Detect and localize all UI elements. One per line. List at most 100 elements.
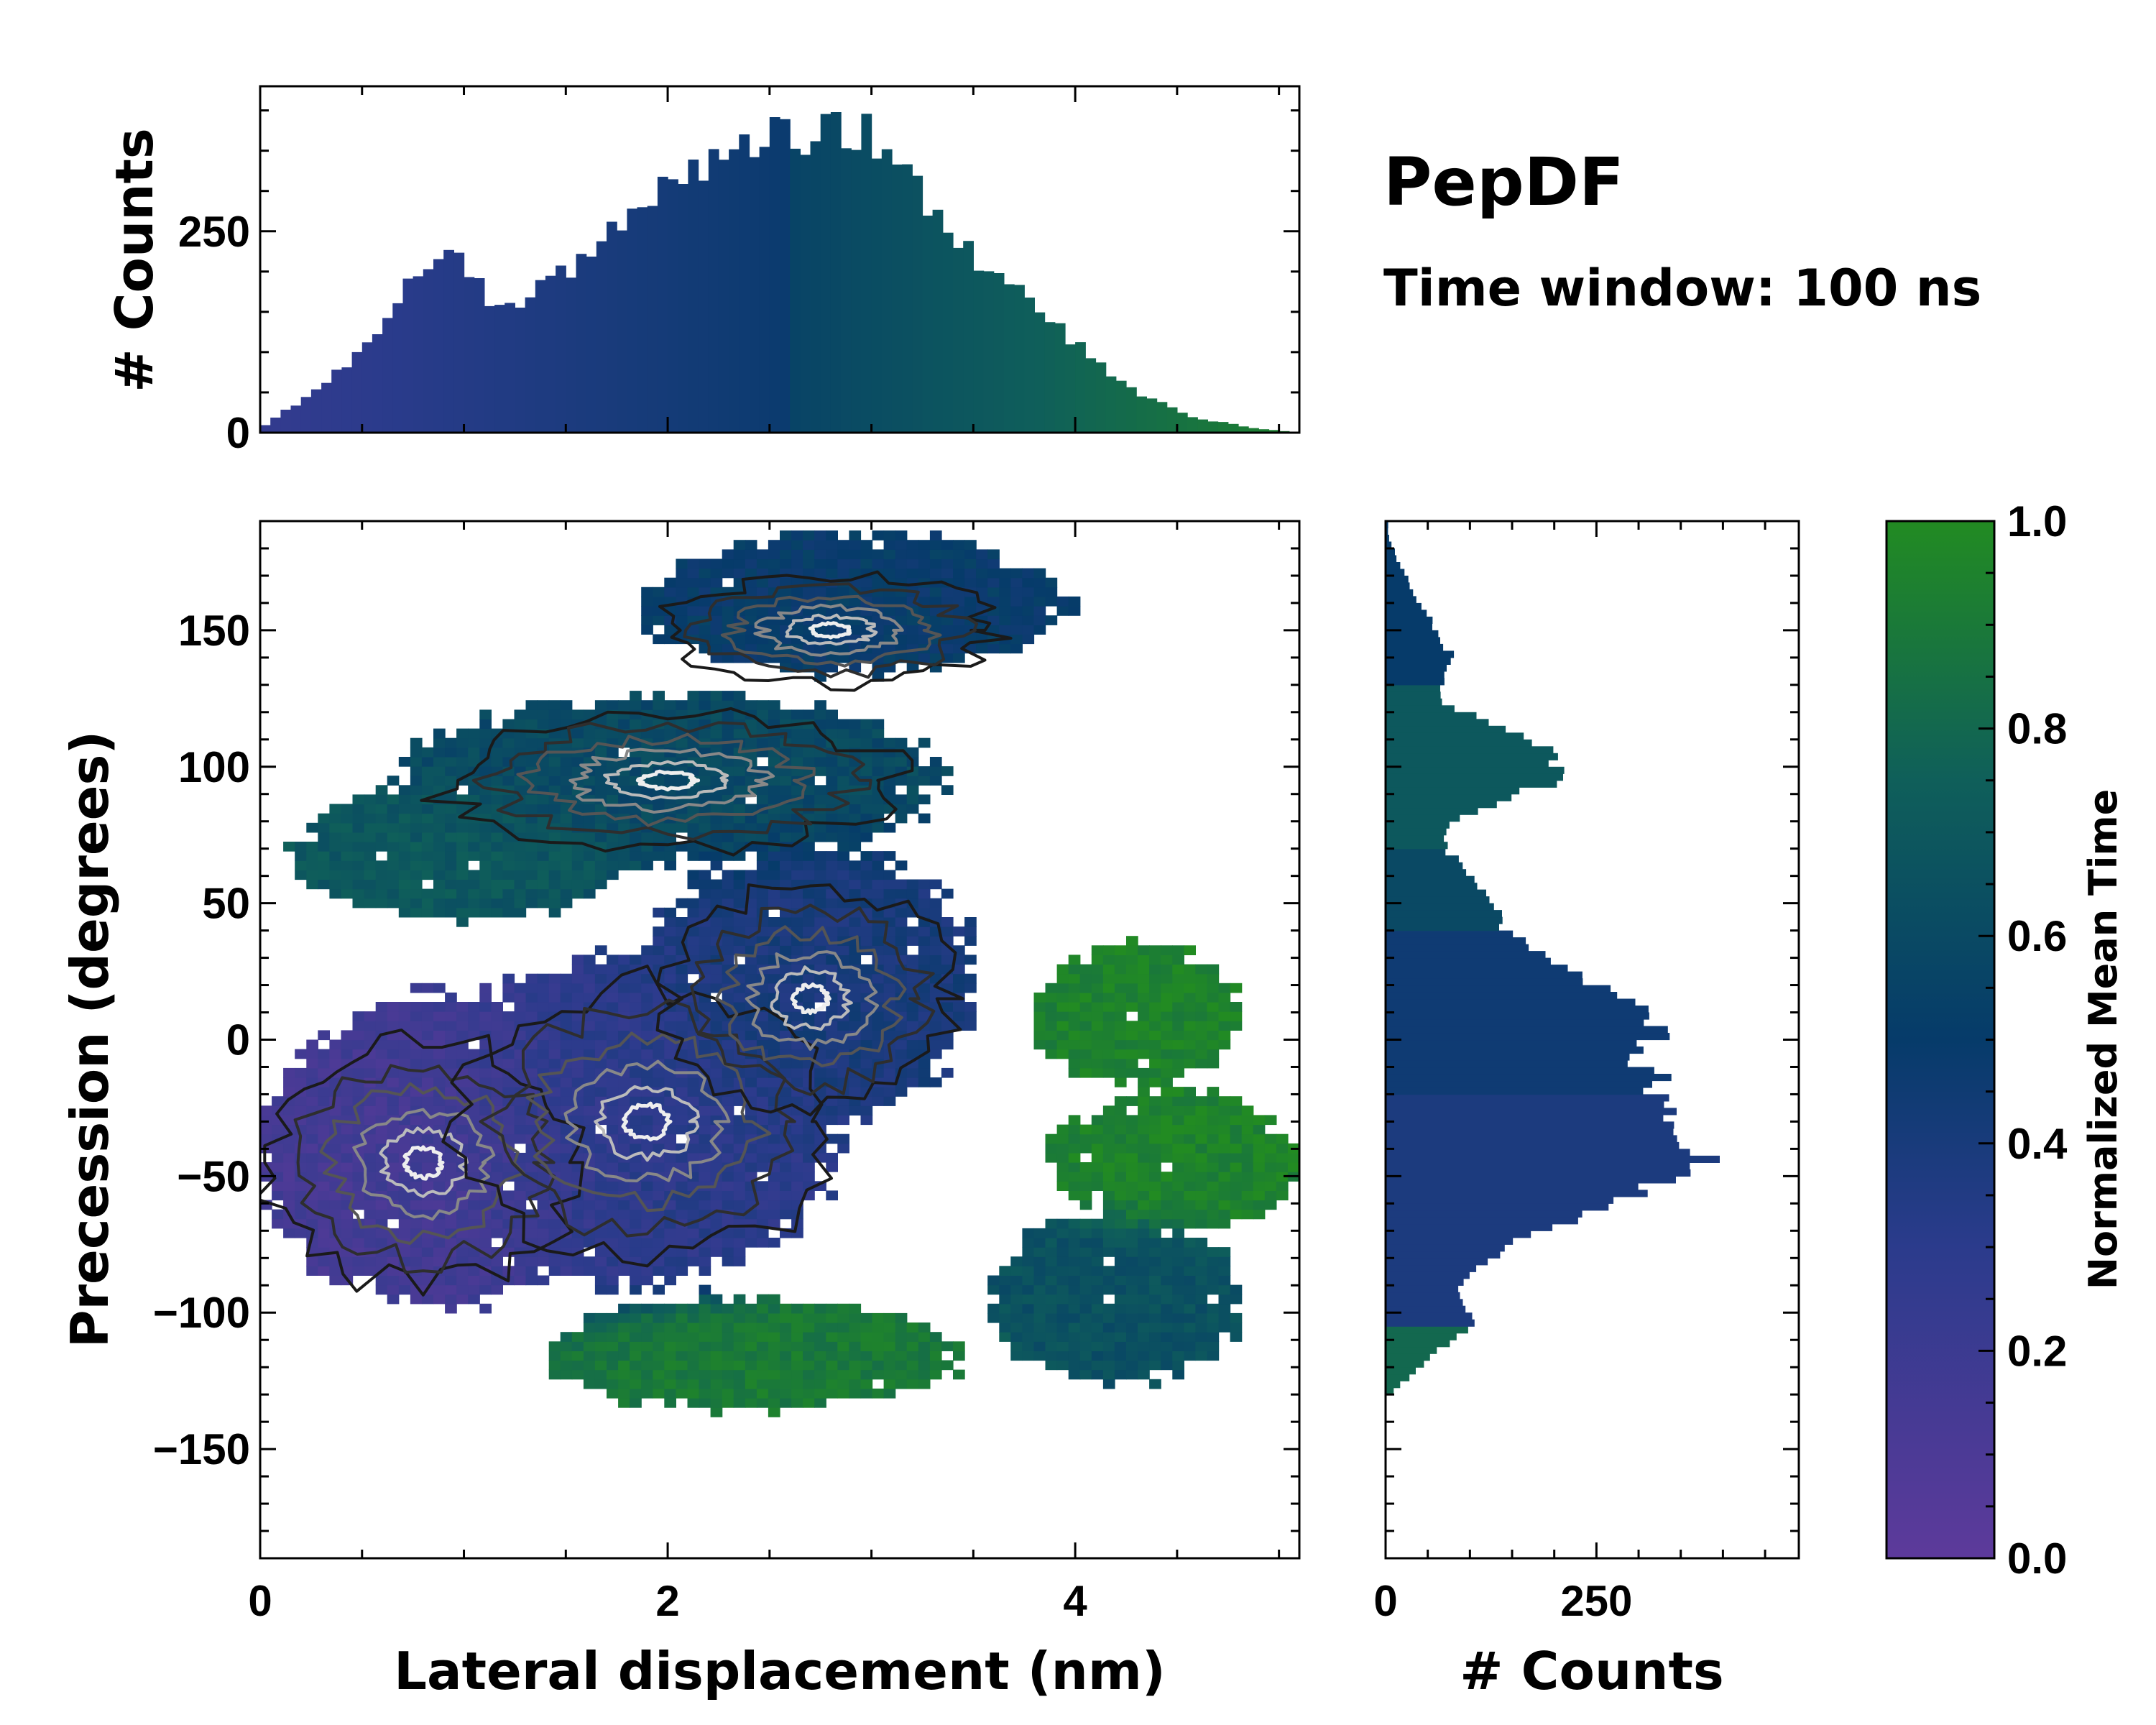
heatmap-cell [387, 898, 400, 908]
heatmap-cell [341, 1067, 354, 1078]
heatmap-cell [295, 1067, 307, 1078]
heatmap-cell [999, 1303, 1011, 1314]
heatmap-cell [710, 634, 723, 645]
heatmap-cell [630, 1115, 642, 1126]
right-histogram-bar [1386, 978, 1583, 986]
heatmap-cell [780, 1303, 792, 1314]
heatmap-cell [699, 936, 711, 946]
heatmap-cell [1079, 1247, 1092, 1257]
heatmap-cell [1149, 1332, 1161, 1342]
heatmap-cell [791, 586, 803, 597]
heatmap-cell [999, 606, 1011, 616]
heatmap-cell [445, 1002, 457, 1012]
heatmap-cell [583, 1021, 596, 1031]
heatmap-cell [710, 1021, 723, 1031]
heatmap-cell [803, 558, 815, 569]
heatmap-cell [410, 851, 423, 861]
density-contour [785, 613, 878, 646]
heatmap-cell [398, 813, 411, 824]
top-histogram-bar [331, 369, 342, 433]
heatmap-cell [826, 1388, 838, 1399]
heatmap-cell [849, 1312, 862, 1323]
heatmap-cell [548, 1124, 561, 1135]
heatmap-cell [537, 870, 550, 880]
heatmap-cell [630, 719, 642, 730]
heatmap-cell [445, 1049, 457, 1059]
heatmap-cell [1184, 973, 1196, 984]
heatmap-cell [710, 568, 723, 579]
heatmap-cell [791, 1067, 803, 1078]
heatmap-cell [1022, 577, 1035, 588]
heatmap-cell [433, 898, 446, 908]
heatmap-cell [364, 1152, 377, 1163]
heatmap-cell [456, 1266, 469, 1276]
heatmap-cell [745, 1143, 757, 1154]
heatmap-cell [560, 1124, 573, 1135]
heatmap-cell [468, 1228, 480, 1238]
heatmap-cell [687, 1077, 700, 1087]
right-histogram-bar [1386, 1169, 1691, 1177]
heatmap-cell [1056, 1049, 1069, 1059]
heatmap-cell [883, 643, 896, 654]
heatmap-cell [826, 851, 838, 861]
heatmap-cell [780, 1398, 792, 1408]
heatmap-cell [768, 1143, 780, 1154]
heatmap-cell [756, 1369, 769, 1380]
density-contour [658, 570, 1013, 692]
heatmap-cell [630, 1247, 642, 1257]
heatmap-cell [860, 1379, 873, 1389]
heatmap-cell [883, 540, 896, 550]
heatmap-cell [1091, 1058, 1104, 1069]
heatmap-cell [1241, 1190, 1254, 1201]
right-histogram-bar [1386, 1100, 1664, 1108]
heatmap-cell [837, 776, 849, 786]
heatmap-cell [1138, 1275, 1150, 1286]
heatmap-cell [895, 530, 908, 540]
right-histogram-bar [1386, 1012, 1649, 1020]
heatmap-cell [895, 1341, 908, 1351]
heatmap-cell [941, 785, 954, 795]
heatmap-cell [630, 1218, 642, 1229]
heatmap-cell [630, 973, 642, 984]
heatmap-cell [1091, 1303, 1104, 1314]
heatmap-cell [1091, 1341, 1104, 1351]
heatmap-cell [699, 558, 711, 569]
heatmap-cell [318, 813, 330, 824]
heatmap-cell [687, 1209, 700, 1220]
heatmap-cell [1126, 1152, 1138, 1163]
heatmap-cell [352, 851, 365, 861]
heatmap-cell [548, 719, 561, 730]
heatmap-cell [676, 1303, 688, 1314]
heatmap-cell [468, 1105, 480, 1116]
heatmap-cell [756, 1398, 769, 1408]
heatmap-cell [630, 1181, 642, 1191]
colorbar-gradient [1885, 520, 1996, 1560]
heatmap-cell [630, 1341, 642, 1351]
heatmap-cell [918, 549, 931, 560]
heatmap-cell [653, 1388, 665, 1399]
heatmap-cell [849, 1039, 862, 1050]
heatmap-cell [479, 757, 492, 767]
heatmap-cell [837, 1312, 849, 1323]
heatmap-cell [583, 832, 596, 842]
heatmap-cell [618, 1322, 630, 1333]
heatmap-cell [722, 898, 734, 908]
heatmap-cell [479, 1105, 492, 1116]
heatmap-cell [1207, 1096, 1220, 1106]
heatmap-cell [468, 728, 480, 739]
heatmap-cell [849, 1087, 862, 1097]
heatmap-cell [768, 1133, 780, 1144]
heatmap-cell [1207, 1266, 1220, 1276]
heatmap-cell [560, 1332, 573, 1342]
heatmap-cell [1022, 1266, 1035, 1276]
heatmap-cell [895, 1021, 908, 1031]
heatmap-cell [895, 540, 908, 550]
heatmap-cell [941, 586, 954, 597]
heatmap-cell [814, 1011, 826, 1021]
heatmap-cell [295, 1228, 307, 1238]
right-histogram-bar [1386, 589, 1414, 597]
heatmap-cell [410, 983, 423, 993]
right-histogram-bar [1386, 719, 1489, 727]
heatmap-cell [1218, 1124, 1231, 1135]
heatmap-cell [525, 851, 538, 861]
